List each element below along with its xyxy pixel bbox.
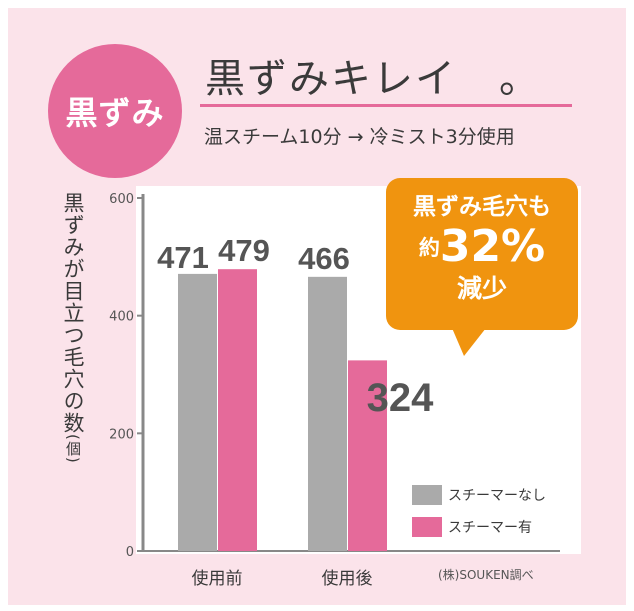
legend-swatch-gray <box>412 485 442 505</box>
y-tick-label: 400 <box>109 310 134 325</box>
x-category-label: 使用前 <box>191 569 243 589</box>
legend-label: スチーマー有 <box>448 520 532 536</box>
data-label: 471 <box>157 240 209 275</box>
y-tick-label: 0 <box>126 545 134 560</box>
callout-line3: 減少 <box>456 274 507 303</box>
legend-swatch-pink <box>412 517 442 537</box>
legend: スチーマーなし スチーマー有 <box>412 482 546 546</box>
callout-line1: 黒ずみ毛穴も <box>413 194 551 220</box>
callout-tail <box>452 328 486 356</box>
callout-bubble: 黒ずみ毛穴も 約32% 減少 <box>386 178 578 330</box>
x-category-label: 使用後 <box>321 569 373 589</box>
y-axis-label: 黒ずみが目立つ毛穴の数(個) <box>58 192 88 464</box>
y-tick-label: 600 <box>109 192 134 207</box>
data-label: 466 <box>298 241 350 276</box>
bar <box>348 360 387 551</box>
y-axis-title: 黒ずみが目立つ毛穴の数 <box>61 192 85 434</box>
bar <box>178 273 217 551</box>
headline: 黒ずみキレイ 。 <box>205 56 541 102</box>
y-axis-unit: (個) <box>64 434 82 464</box>
topic-badge: 黒ずみ <box>48 44 182 178</box>
y-tick-label: 200 <box>109 427 134 442</box>
bar <box>308 276 347 551</box>
data-label: 324 <box>367 376 434 420</box>
callout-prefix: 約 <box>418 236 440 260</box>
headline-underline <box>200 104 572 107</box>
legend-item-no-steamer: スチーマーなし <box>412 482 546 508</box>
callout-percent: 32% <box>439 221 546 272</box>
data-label: 479 <box>218 233 270 268</box>
callout-line2: 約32% <box>386 222 578 273</box>
legend-label: スチーマーなし <box>448 488 546 504</box>
legend-item-with-steamer: スチーマー有 <box>412 514 546 540</box>
subtitle: 温スチーム10分 → 冷ミスト3分使用 <box>204 126 515 148</box>
bar <box>218 269 257 551</box>
source-note: (株)SOUKEN調べ <box>438 568 534 582</box>
badge-label: 黒ずみ <box>65 94 165 132</box>
